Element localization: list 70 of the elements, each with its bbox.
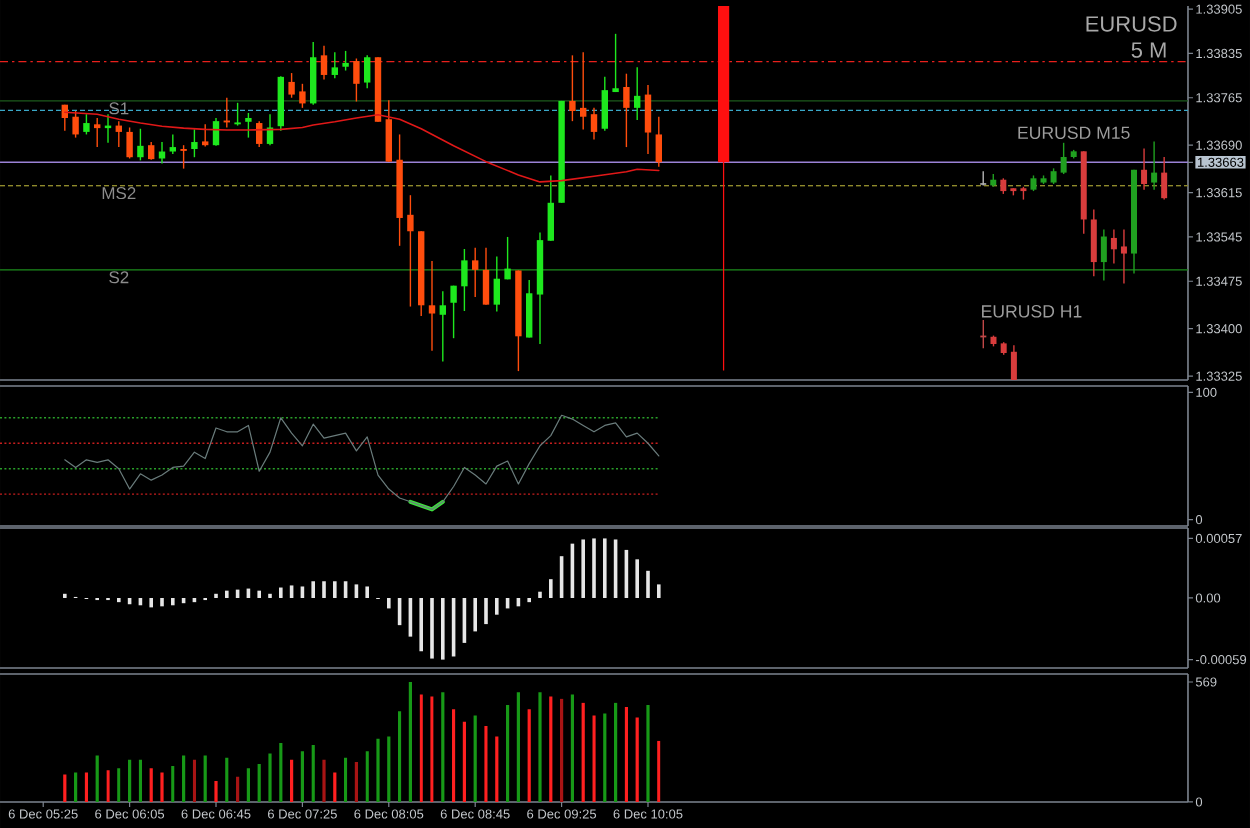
- candlestick: [245, 112, 252, 139]
- candlestick: [94, 117, 101, 148]
- text: 5 M: [1131, 42, 1166, 58]
- ref-line-label: MS2: [102, 187, 136, 200]
- candlestick: [137, 128, 144, 162]
- candlestick: [191, 128, 198, 158]
- candlestick: [126, 126, 133, 160]
- chart-title: EURUSD H1: [982, 305, 1082, 318]
- line-series: [64, 414, 660, 511]
- candlestick: [169, 133, 177, 155]
- candlestick: [72, 110, 79, 139]
- candlestick: [515, 269, 522, 372]
- candlestick: [364, 54, 371, 89]
- candlestick: [310, 41, 317, 106]
- candlestick: [634, 66, 641, 121]
- candlestick: [450, 284, 457, 339]
- candlestick: [612, 33, 619, 93]
- candlestick: [277, 75, 284, 132]
- candlestick: [601, 76, 608, 132]
- candlestick: [536, 231, 544, 345]
- candlestick: [655, 116, 662, 168]
- chart-title: EURUSD: [1086, 16, 1177, 32]
- ref-line-label: S2: [109, 271, 129, 284]
- candlestick: [374, 56, 382, 123]
- candlestick: [202, 123, 209, 148]
- candlestick: [1131, 169, 1138, 275]
- candlestick: [342, 50, 349, 72]
- candlestick: [115, 120, 123, 148]
- candlestick: [234, 102, 241, 127]
- candlestick: [558, 100, 565, 204]
- candlestick: [439, 290, 446, 363]
- candlestick: [590, 107, 598, 141]
- candlestick: [331, 51, 338, 79]
- candlestick: [580, 51, 587, 131]
- candlestick: [83, 113, 90, 136]
- candlestick: [569, 54, 576, 122]
- candlestick: [320, 45, 328, 81]
- candlestick: [385, 99, 392, 163]
- candlestick: [547, 174, 554, 242]
- ref-line-label: S1: [109, 102, 129, 115]
- candlestick: [504, 236, 511, 281]
- candlestick: [461, 248, 468, 312]
- candlestick: [1110, 228, 1117, 265]
- candlestick: [1090, 208, 1097, 277]
- candlestick: [353, 57, 360, 103]
- candlestick: [482, 247, 490, 306]
- candlestick: [1010, 344, 1017, 381]
- chart-title: EURUSD M15: [1018, 126, 1130, 139]
- candlestick: [1100, 228, 1107, 282]
- candlestick: [493, 255, 500, 313]
- candlestick: [299, 83, 306, 109]
- candlestick: [428, 260, 436, 352]
- candlestick: [1060, 142, 1067, 175]
- candlestick: [407, 194, 414, 308]
- candlestick: [256, 120, 263, 148]
- candlestick: [1120, 228, 1127, 285]
- candlestick: [644, 84, 652, 155]
- candlestick: [180, 144, 187, 170]
- candlestick: [1161, 156, 1168, 201]
- candlestick: [623, 72, 630, 148]
- candlestick: [1080, 150, 1087, 235]
- candlestick: [1141, 147, 1148, 191]
- candlestick: [526, 279, 533, 339]
- candlestick: [472, 247, 479, 298]
- candlestick: [288, 72, 295, 99]
- candlestick: [266, 113, 274, 146]
- candlestick: [1151, 140, 1158, 191]
- candlestick: [212, 117, 220, 147]
- candlestick: [418, 230, 425, 317]
- candlestick: [396, 133, 403, 247]
